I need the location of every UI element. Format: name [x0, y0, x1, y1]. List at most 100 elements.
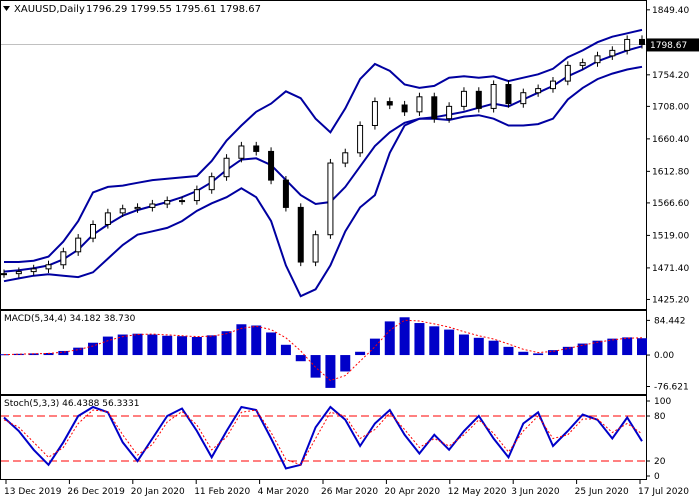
candle-body [549, 80, 556, 90]
macd-bar [58, 350, 69, 356]
price-tick-label: 1660.40 [652, 135, 689, 145]
bollinger-upper-line [4, 28, 643, 263]
stoch-panel-frame [0, 395, 647, 480]
macd-bar [340, 355, 351, 372]
candle-body [253, 145, 260, 152]
candle-body [45, 264, 52, 270]
candle-body [475, 90, 482, 109]
candle-body [149, 203, 156, 208]
macd-bar [488, 340, 499, 356]
candle-body [30, 268, 37, 273]
stoch-label: Stoch(5,3,3) 46.4388 56.3331 [4, 399, 139, 409]
macd-bar [503, 346, 514, 356]
macd-bar [147, 334, 158, 356]
stoch-tick-label: 100 [654, 397, 671, 407]
price-tick-label: 1566.60 [652, 199, 689, 209]
x-tick-label: 26 Dec 2019 [67, 487, 125, 497]
macd-bar [236, 324, 247, 356]
macd-bar [562, 346, 573, 356]
macd-bar [132, 333, 143, 356]
macd-bar [622, 337, 633, 356]
candle-body [609, 49, 616, 57]
macd-signal-line [3, 319, 643, 382]
candle-body [579, 62, 586, 66]
macd-bar [221, 331, 232, 356]
price-tick-label: 1425.20 [652, 295, 689, 305]
stoch-tick-label: 20 [654, 457, 666, 467]
macd-bar [162, 335, 173, 356]
macd-bar [444, 329, 455, 356]
candle-body [446, 105, 453, 120]
candle-body [431, 96, 438, 120]
macd-histogram [0, 317, 647, 388]
candle-body [208, 176, 215, 191]
stoch-tick-label: 80 [654, 412, 666, 422]
candle-body [119, 208, 126, 214]
candle-body [624, 38, 631, 51]
macd-bar [473, 337, 484, 356]
candle-body [490, 84, 497, 109]
stoch-tick-label: 0 [654, 472, 660, 482]
stoch-main-line [3, 405, 643, 470]
current-price-tag: 1798.67 [650, 41, 687, 51]
current-price-tag-bg [647, 38, 699, 52]
price-panel-frame [0, 0, 647, 310]
candle-body [357, 124, 364, 154]
macd-bar [533, 353, 544, 356]
macd-bar [13, 353, 24, 356]
candle-body [1, 273, 7, 276]
candle-body [594, 55, 601, 64]
price-tick-label: 1471.40 [652, 264, 689, 274]
macd-bar [206, 335, 217, 356]
macd-bar [607, 338, 618, 356]
macd-bar [414, 323, 425, 356]
candle-body [520, 92, 527, 105]
candle-body [268, 150, 275, 181]
candle-body [134, 206, 141, 210]
symbol-label: XAUUSD,Daily [14, 4, 85, 15]
x-tick-label: 26 Mar 2020 [321, 487, 378, 497]
x-tick-label: 20 Jan 2020 [131, 487, 185, 497]
candle-body [297, 206, 304, 263]
x-tick-label: 12 May 2020 [448, 487, 507, 497]
candle-body [327, 162, 334, 236]
price-tick-label: 1519.00 [652, 231, 689, 241]
macd-bar [43, 353, 54, 356]
price-tick-label: 1849.40 [652, 6, 689, 16]
macd-bar [88, 342, 99, 356]
candle-body [15, 271, 22, 275]
candle-body [60, 251, 67, 266]
symbol-dropdown-icon[interactable] [3, 6, 10, 11]
candle-body [639, 38, 645, 45]
candle-body [401, 104, 408, 113]
macd-bar [547, 350, 558, 356]
candle-body [90, 223, 97, 239]
macd-bar [310, 355, 321, 378]
x-tick-label: 4 Mar 2020 [258, 487, 310, 497]
macd-bar [369, 338, 380, 356]
candle-body [312, 234, 319, 263]
macd-bar [384, 321, 395, 356]
ohlc-label: 1796.29 1799.55 1795.61 1798.67 [86, 4, 261, 15]
candles [1, 35, 645, 278]
macd-bar [280, 344, 291, 356]
candle-body [416, 96, 423, 113]
candle-body [164, 200, 171, 205]
x-tick-label: 3 Jun 2020 [511, 487, 560, 497]
candle-body [104, 212, 111, 225]
x-tick-label: 25 Jun 2020 [575, 487, 629, 497]
macd-bar [266, 332, 277, 356]
x-tick-label: 17 Jul 2020 [638, 487, 689, 497]
macd-bar [637, 338, 647, 356]
candle-body [238, 145, 245, 159]
macd-tick-label: -76.621 [654, 383, 689, 393]
candle-body [342, 152, 349, 164]
x-tick-label: 20 Apr 2020 [384, 487, 440, 497]
macd-bar [251, 325, 262, 356]
axes-labels: 1849.401801.601754.201708.001660.401612.… [4, 6, 689, 497]
stochastic-lines [1, 405, 646, 470]
candle-body [505, 84, 512, 105]
macd-tick-label: 84.442 [654, 316, 686, 326]
